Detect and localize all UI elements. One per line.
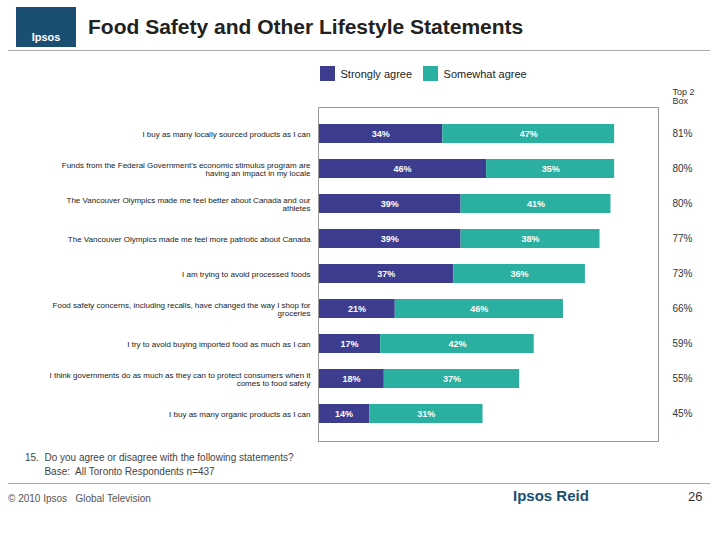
svg-text:The Vancouver Olympics made me: The Vancouver Olympics made me feel bett… [67, 196, 311, 213]
svg-text:18%: 18% [342, 374, 360, 384]
html-text:15. Do you agree or disagree w: 15. Do you agree or disagree with the fo… [25, 452, 294, 463]
svg-text:35%: 35% [542, 164, 560, 174]
svg-text:80%: 80% [673, 198, 693, 209]
svg-text:I am trying to avoid processed: I am trying to avoid processed foods [182, 270, 311, 279]
html-text:Somewhat agree: Somewhat agree [443, 67, 527, 80]
svg-text:39%: 39% [381, 234, 399, 244]
html-text:Ipsos Reid: Ipsos Reid [513, 487, 589, 504]
html-text:© 2010 Ipsos Global Television: © 2010 Ipsos Global Television [8, 493, 151, 504]
svg-text:34%: 34% [372, 129, 390, 139]
svg-text:80%: 80% [673, 163, 693, 174]
svg-text:46%: 46% [394, 164, 412, 174]
svg-text:37%: 37% [377, 269, 395, 279]
svg-text:17%: 17% [341, 339, 359, 349]
svg-text:I buy as many locally sourced: I buy as many locally sourced products a… [142, 130, 310, 139]
svg-text:59%: 59% [673, 338, 693, 349]
svg-text:Food safety concerns, includin: Food safety concerns, including recalls,… [53, 301, 311, 318]
svg-text:I think governments do as much: I think governments do as much as they c… [49, 371, 311, 388]
svg-text:47%: 47% [520, 129, 538, 139]
svg-text:I buy as many organic products: I buy as many organic products as I can [169, 410, 310, 419]
html-text:Food Safety and Other Lifestyl: Food Safety and Other Lifestyle Statemen… [88, 15, 524, 38]
svg-text:41%: 41% [527, 199, 545, 209]
svg-text:42%: 42% [448, 339, 466, 349]
svg-text:I try to avoid buying imported: I try to avoid buying imported food as m… [127, 340, 310, 349]
svg-text:55%: 55% [673, 373, 693, 384]
html-text:Base: All Toronto Respondents: Base: All Toronto Respondents n=437 [25, 466, 215, 477]
svg-text:77%: 77% [673, 233, 693, 244]
html-text:Ipsos: Ipsos [31, 31, 61, 43]
svg-text:39%: 39% [381, 199, 399, 209]
svg-text:46%: 46% [470, 304, 488, 314]
html-text:26: 26 [688, 489, 703, 504]
svg-text:81%: 81% [673, 128, 693, 139]
svg-text:73%: 73% [673, 268, 693, 279]
html-text:Strongly agree: Strongly agree [340, 67, 412, 80]
svg-text:38%: 38% [522, 234, 540, 244]
svg-text:45%: 45% [673, 408, 693, 419]
svg-text:31%: 31% [417, 409, 435, 419]
svg-text:21%: 21% [348, 304, 366, 314]
svg-text:66%: 66% [673, 303, 693, 314]
svg-text:14%: 14% [335, 409, 353, 419]
svg-text:The Vancouver Olympics made me: The Vancouver Olympics made me feel more… [68, 235, 311, 244]
svg-text:Funds from the Federal Governm: Funds from the Federal Government's econ… [62, 161, 311, 178]
svg-text:36%: 36% [511, 269, 529, 279]
svg-text:37%: 37% [443, 374, 461, 384]
svg-text:Top 2Box: Top 2Box [673, 87, 695, 106]
